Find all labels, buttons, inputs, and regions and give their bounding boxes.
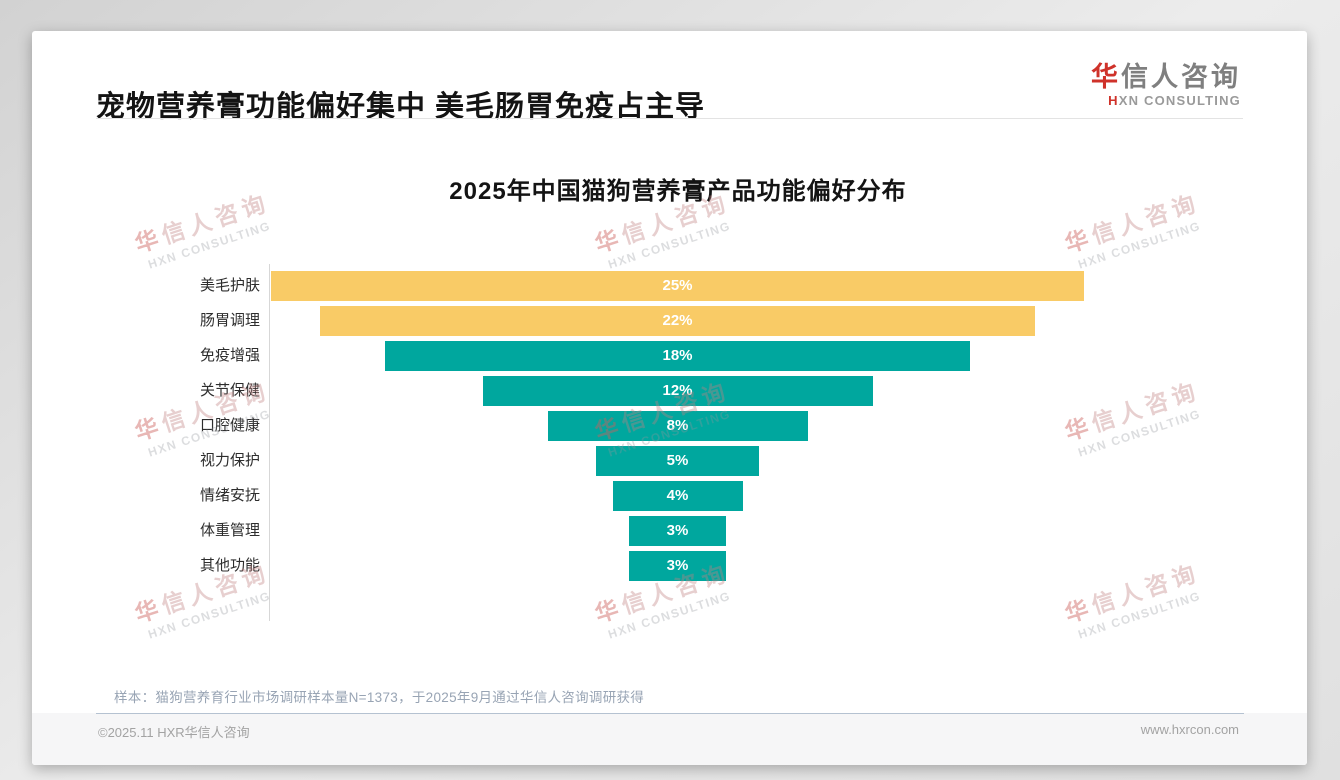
category-label: 美毛护肤	[199, 277, 260, 294]
category-label: 关节保健	[199, 382, 260, 399]
website-url: www.hxrcon.com	[1140, 722, 1239, 737]
logo-zh-rest: 信人咨询	[1121, 62, 1241, 92]
bar-1: 25%	[271, 271, 1084, 301]
bar-7: 4%	[612, 481, 743, 511]
page-title: 宠物营养膏功能偏好集中 美毛肠胃免疫占主导	[96, 91, 706, 123]
logo-en-accent: H	[1108, 93, 1119, 108]
company-logo: 华信人咨询 HXN CONSULTING	[1091, 61, 1241, 109]
bar-9: 3%	[628, 551, 727, 581]
bar-6: 5%	[596, 446, 759, 476]
bar-4: 12%	[482, 376, 873, 406]
category-label: 体重管理	[199, 522, 260, 539]
chart-row: 其他功能 3%	[32, 551, 1307, 581]
chart-row: 关节保健 12%	[32, 376, 1307, 406]
category-label: 情绪安抚	[199, 487, 260, 504]
funnel-bar-chart: 美毛护肤 25% 肠胃调理 22% 免疫增强 18% 关节保健 12% 口腔健康 8% 视力保护 5%…	[32, 31, 1307, 765]
bar-3: 18%	[385, 341, 970, 371]
chart-row: 体重管理 3%	[32, 516, 1307, 546]
logo-en-rest: XN CONSULTING	[1118, 93, 1241, 108]
logo-english-text: HXN CONSULTING	[1091, 93, 1241, 109]
footer-divider	[96, 713, 1244, 714]
bar-2: 22%	[320, 306, 1035, 336]
sample-note: 样本：猫狗营养育行业市场调研样本量N=1373，于2025年9月通过华信人咨询调…	[114, 690, 645, 705]
chart-row: 视力保护 5%	[32, 446, 1307, 476]
logo-zh-accent: 华	[1091, 62, 1121, 92]
report-card: 宠物营养膏功能偏好集中 美毛肠胃免疫占主导 华信人咨询 HXN CONSULTI…	[32, 31, 1307, 765]
chart-title: 2025年中国猫狗营养膏产品功能偏好分布	[449, 178, 907, 205]
category-label: 视力保护	[199, 452, 260, 469]
footer-bar: ©2025.11 HXR华信人咨询 www.hxrcon.com	[32, 713, 1307, 765]
chart-axis-line	[269, 264, 270, 621]
copyright-text: ©2025.11 HXR华信人咨询	[98, 725, 250, 740]
chart-row: 美毛护肤 25%	[32, 271, 1307, 301]
header-divider	[96, 118, 1243, 119]
chart-row: 情绪安抚 4%	[32, 481, 1307, 511]
chart-row: 肠胃调理 22%	[32, 306, 1307, 336]
chart-row: 免疫增强 18%	[32, 341, 1307, 371]
category-label: 口腔健康	[199, 417, 260, 434]
category-label: 免疫增强	[199, 347, 260, 364]
category-label: 肠胃调理	[199, 312, 260, 329]
category-label: 其他功能	[199, 557, 260, 574]
chart-row: 口腔健康 8%	[32, 411, 1307, 441]
logo-chinese-text: 华信人咨询	[1091, 61, 1241, 93]
bar-8: 3%	[628, 516, 727, 546]
bar-5: 8%	[547, 411, 808, 441]
